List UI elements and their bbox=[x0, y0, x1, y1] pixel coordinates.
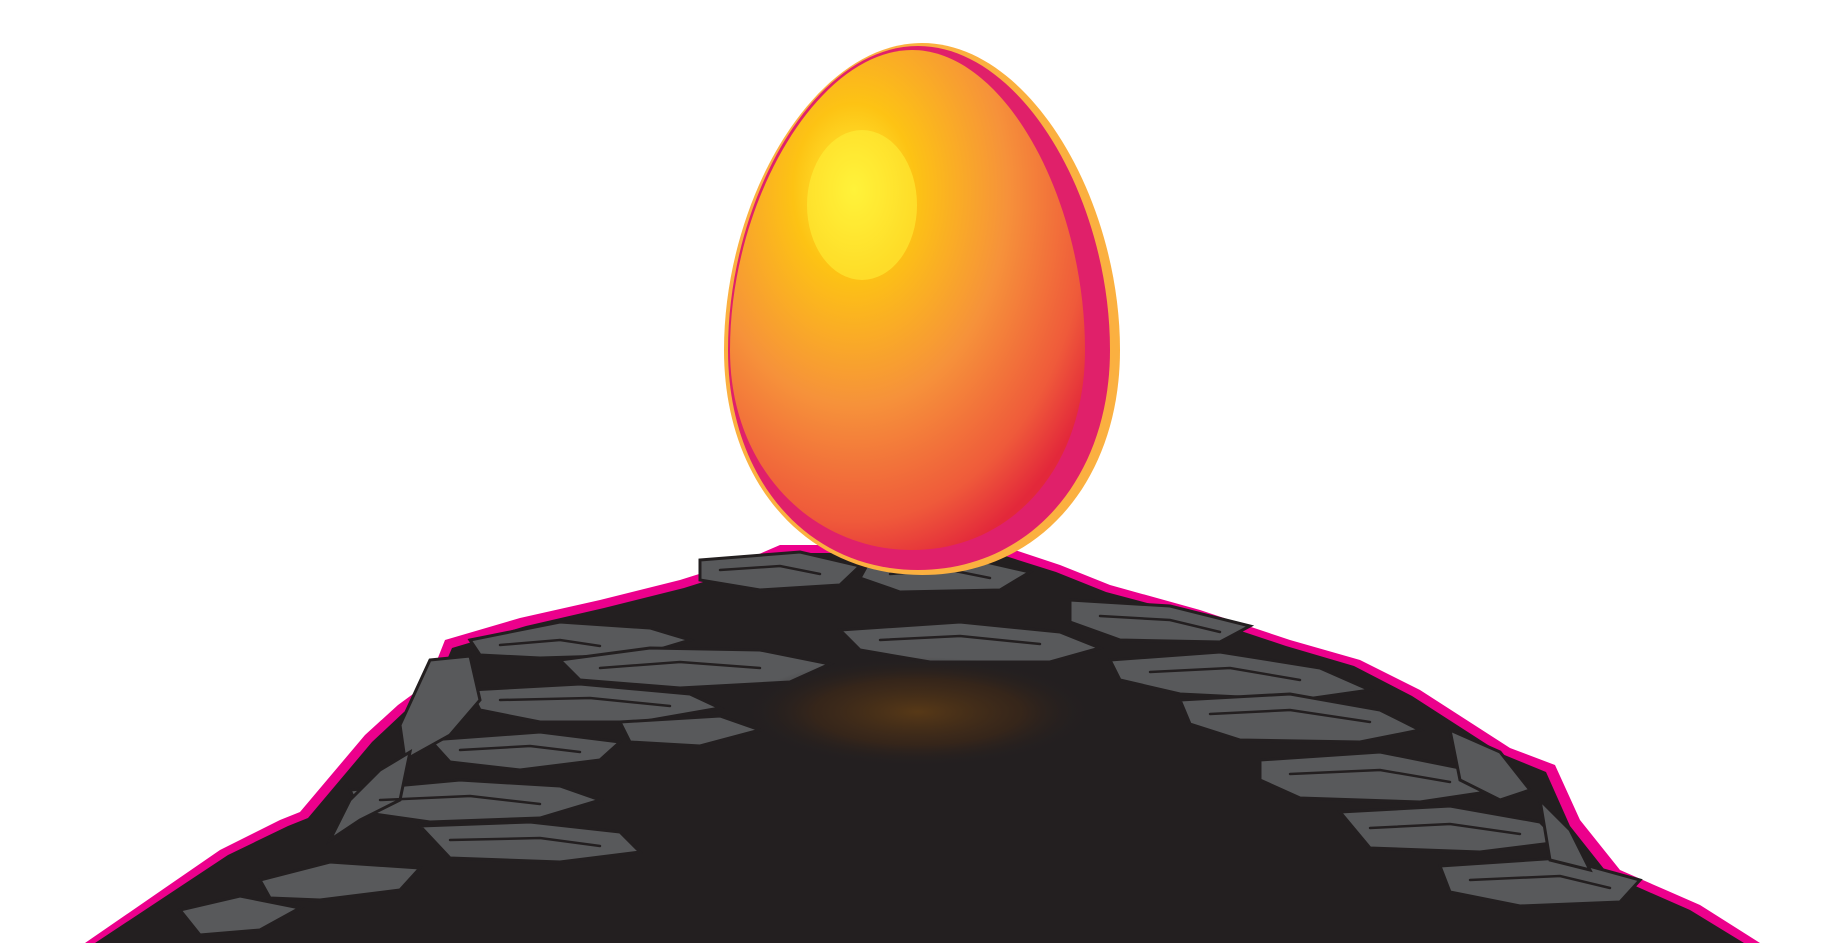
rock-cracks bbox=[378, 564, 1612, 890]
egg-glow bbox=[743, 657, 1093, 767]
rock-stones bbox=[177, 550, 1643, 937]
egg-highlight bbox=[807, 130, 917, 280]
rock-icon bbox=[85, 545, 1760, 943]
egg-icon bbox=[724, 43, 1120, 575]
